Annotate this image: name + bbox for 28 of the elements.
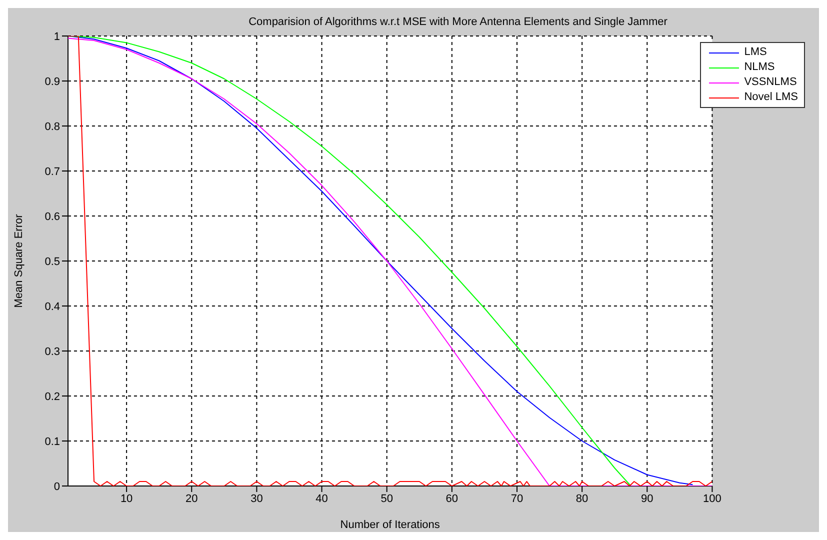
- x-tick-label: 20: [186, 492, 198, 505]
- y-tick-label: 0.3: [44, 346, 60, 358]
- x-tick-label: 10: [120, 492, 133, 505]
- legend-label: LMS: [744, 45, 767, 60]
- x-tick-label: 90: [641, 492, 654, 505]
- x-tick-label: 100: [703, 492, 722, 505]
- x-tick-label: 70: [510, 492, 524, 505]
- x-axis-title: Number of Iterations: [340, 519, 440, 531]
- y-axis-title: Mean Square Error: [12, 214, 25, 308]
- y-tick-label: 0.4: [44, 300, 60, 313]
- chart-title: Comparision of Algorithms w.r.t MSE with More Antenna Elements and Single Jammer: [248, 16, 668, 28]
- x-tick-label: 40: [316, 492, 328, 505]
- y-tick-label: 0.9: [44, 76, 60, 88]
- y-tick-label: 0.7: [44, 166, 60, 178]
- legend-label: NLMS: [744, 60, 775, 75]
- y-tick-label: 0.6: [44, 210, 60, 223]
- x-tick-label: 80: [576, 492, 588, 505]
- legend-label: Novel LMS: [744, 90, 798, 105]
- x-tick-label: 30: [250, 492, 263, 505]
- y-tick-label: 0.5: [44, 256, 60, 268]
- x-tick-label: 60: [446, 492, 458, 505]
- y-tick-label: 1: [54, 30, 60, 43]
- y-tick-label: 0: [54, 480, 60, 493]
- y-tick-label: 0.2: [44, 390, 60, 403]
- y-tick-label: 0.8: [44, 120, 60, 133]
- x-tick-label: 50: [380, 492, 393, 505]
- legend-label: VSSNLMS: [744, 75, 797, 90]
- y-tick-label: 0.1: [44, 436, 60, 448]
